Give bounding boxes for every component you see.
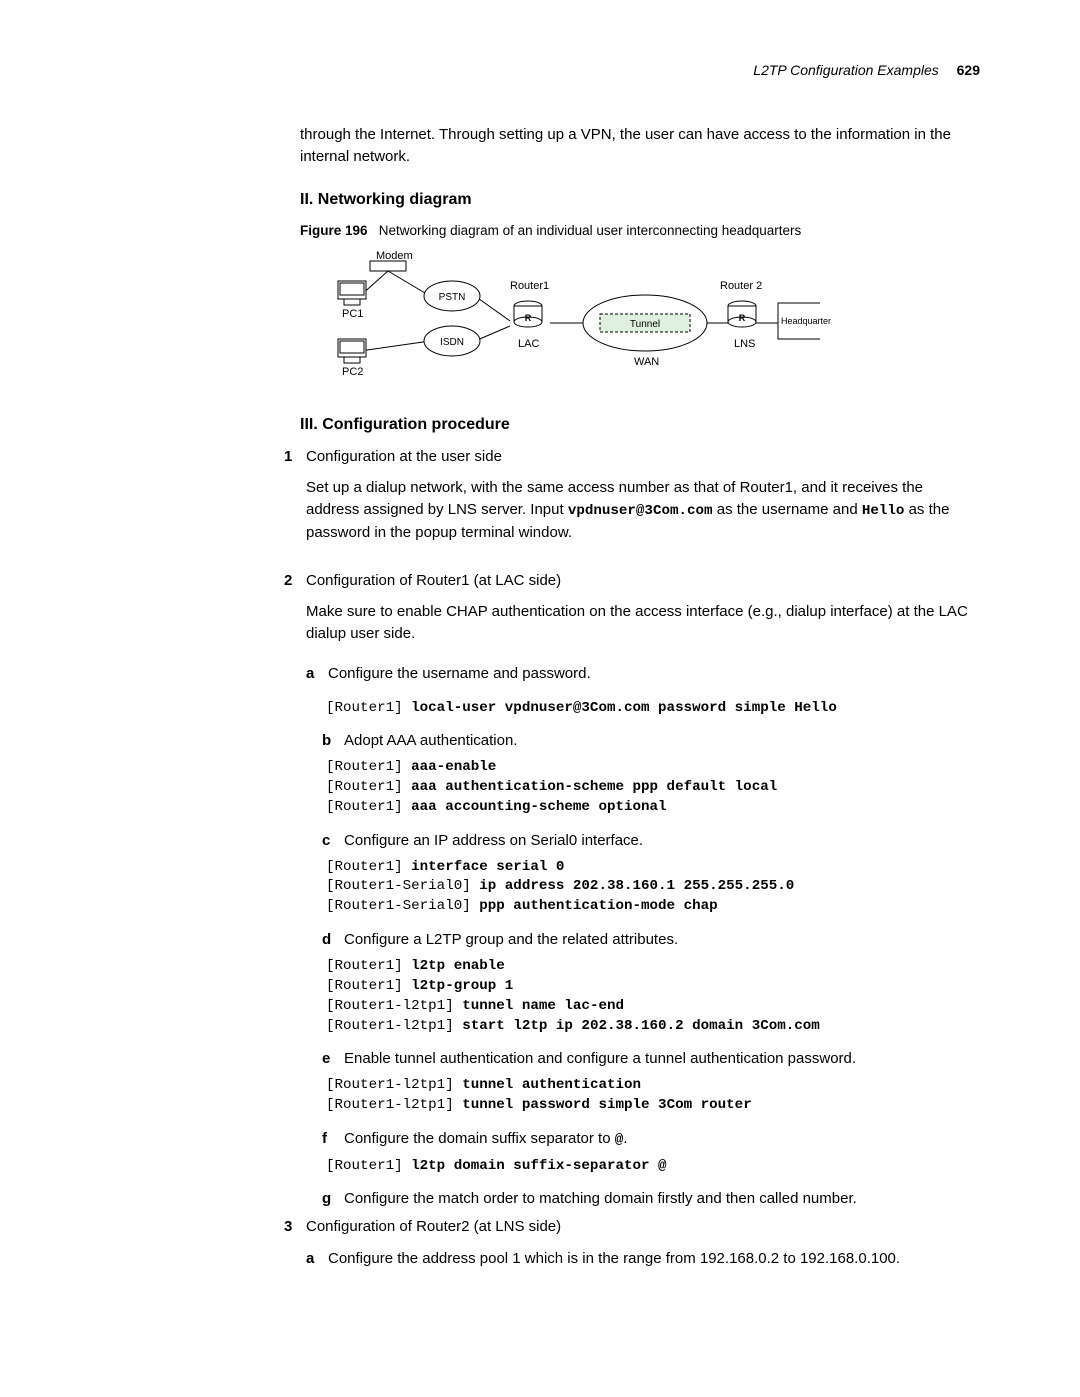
svg-text:PSTN: PSTN — [439, 292, 466, 303]
list-marker: g — [322, 1188, 344, 1210]
list-marker: d — [322, 929, 344, 951]
step2-c: c Configure an IP address on Serial0 int… — [322, 830, 980, 852]
intro-paragraph: through the Internet. Through setting up… — [300, 124, 980, 168]
svg-text:Tunnel: Tunnel — [630, 319, 660, 330]
step2-e: e Enable tunnel authentication and confi… — [322, 1048, 980, 1070]
pc1-label: PC1 — [342, 307, 363, 323]
router1-label: Router1 — [510, 279, 549, 295]
modem-label: Modem — [376, 249, 413, 265]
network-diagram: PSTN ISDN R Tunnel — [300, 251, 820, 391]
step2-d: d Configure a L2TP group and the related… — [322, 929, 980, 951]
list-marker: b — [322, 730, 344, 752]
step-1: 1 Configuration at the user side Set up … — [284, 446, 980, 562]
code-block-a: [Router1] local-user vpdnuser@3Com.com p… — [326, 699, 980, 719]
list-marker: 3 — [284, 1216, 306, 1276]
section-title: L2TP Configuration Examples — [753, 62, 938, 78]
step2-g: g Configure the match order to matching … — [322, 1188, 980, 1210]
list-marker: 2 — [284, 570, 306, 691]
list-marker: a — [306, 663, 328, 685]
figure-caption: Figure 196 Networking diagram of an indi… — [300, 221, 980, 241]
step1-title: Configuration at the user side — [306, 446, 980, 468]
wan-label: WAN — [634, 355, 659, 371]
step2-f: f Configure the domain suffix separator … — [322, 1128, 980, 1151]
step2-a: a Configure the username and password. — [306, 663, 980, 685]
figure-caption-text: Networking diagram of an individual user… — [379, 223, 802, 238]
list-marker: c — [322, 830, 344, 852]
step1-paragraph: Set up a dialup network, with the same a… — [306, 477, 980, 543]
code-block-c: [Router1] interface serial 0 [Router1-Se… — [326, 858, 980, 918]
lac-label: LAC — [518, 337, 539, 353]
pc2-label: PC2 — [342, 365, 363, 381]
lns-label: LNS — [734, 337, 755, 353]
networking-diagram-heading: II. Networking diagram — [300, 188, 980, 211]
svg-text:ISDN: ISDN — [440, 337, 464, 348]
step2-title: Configuration of Router1 (at LAC side) — [306, 570, 980, 592]
router2-label: Router 2 — [720, 279, 762, 295]
step-3: 3 Configuration of Router2 (at LNS side)… — [284, 1216, 980, 1276]
step-2: 2 Configuration of Router1 (at LAC side)… — [284, 570, 980, 691]
code-block-d: [Router1] l2tp enable [Router1] l2tp-gro… — [326, 957, 980, 1037]
step3-title: Configuration of Router2 (at LNS side) — [306, 1216, 980, 1238]
list-marker: a — [306, 1248, 328, 1270]
step2-paragraph: Make sure to enable CHAP authentication … — [306, 601, 980, 645]
config-procedure-heading: III. Configuration procedure — [300, 413, 980, 436]
step2-b: b Adopt AAA authentication. — [322, 730, 980, 752]
hq-label: Headquarter — [781, 315, 831, 328]
code-block-f: [Router1] l2tp domain suffix-separator @ — [326, 1157, 980, 1177]
running-header: L2TP Configuration Examples 629 — [0, 60, 1080, 80]
svg-text:R: R — [525, 313, 532, 323]
figure-label: Figure 196 — [300, 223, 368, 238]
svg-text:R: R — [739, 313, 746, 323]
list-marker: e — [322, 1048, 344, 1070]
step3-a: a Configure the address pool 1 which is … — [306, 1248, 980, 1270]
page-number: 629 — [957, 62, 980, 78]
code-block-e: [Router1-l2tp1] tunnel authentication [R… — [326, 1076, 980, 1116]
list-marker: 1 — [284, 446, 306, 562]
code-block-b: [Router1] aaa-enable [Router1] aaa authe… — [326, 758, 980, 818]
list-marker: f — [322, 1128, 344, 1151]
